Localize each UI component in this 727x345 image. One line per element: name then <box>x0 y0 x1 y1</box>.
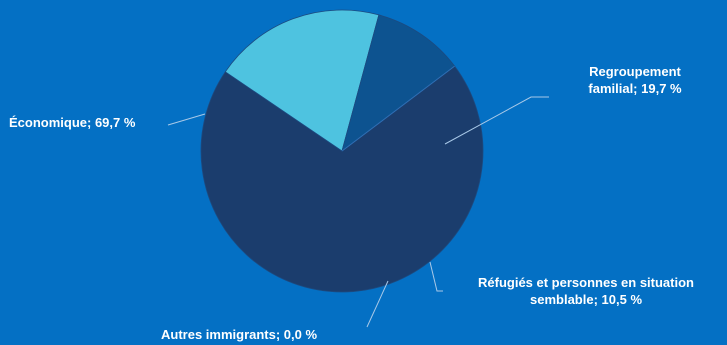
slice-label-regroupement: Regroupement familial; 19,7 % <box>560 63 710 97</box>
pie-slices <box>201 10 483 292</box>
slice-label-regroupement-line2: familial; 19,7 % <box>560 80 710 97</box>
slice-label-regroupement-line1: Regroupement <box>560 63 710 80</box>
slice-label-autres: Autres immigrants; 0,0 % <box>161 326 317 343</box>
leader-line-refugies <box>430 262 443 291</box>
slice-label-refugies: Réfugiés et personnes en situation sembl… <box>448 274 724 308</box>
slice-label-refugies-line2: semblable; 10,5 % <box>448 291 724 308</box>
slice-label-refugies-line1: Réfugiés et personnes en situation <box>448 274 724 291</box>
leader-line-economique <box>168 114 205 125</box>
slice-label-economique: Économique; 69,7 % <box>9 114 135 131</box>
